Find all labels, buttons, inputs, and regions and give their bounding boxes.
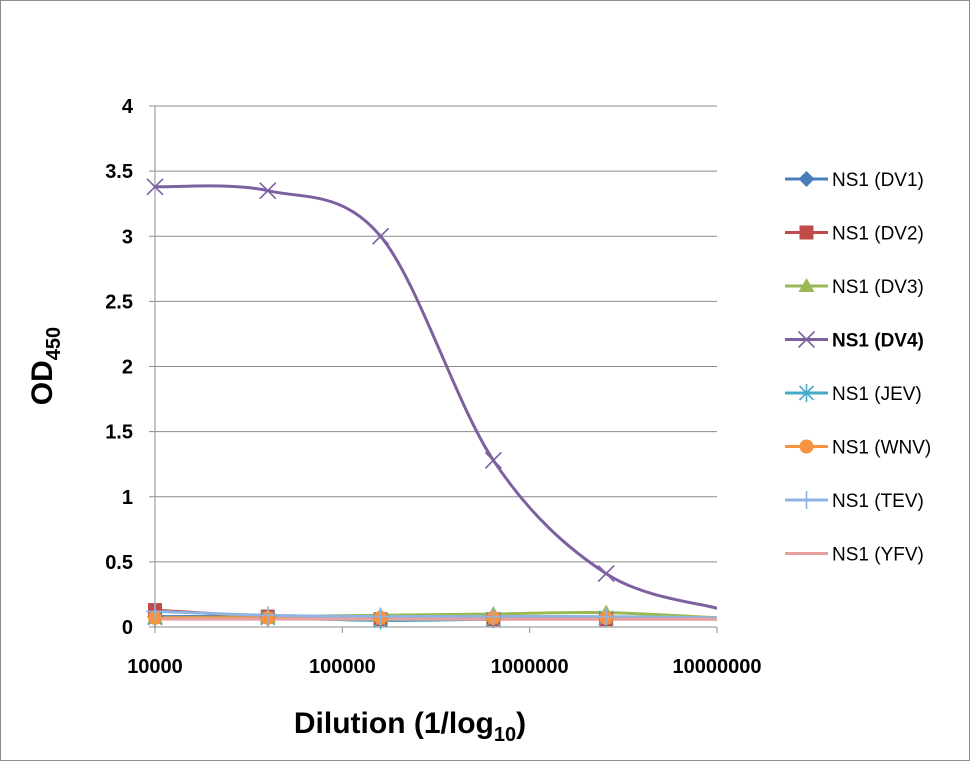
y-tick-label: 0.5 <box>105 552 133 574</box>
legend-marker <box>799 225 814 240</box>
data-point <box>259 182 277 200</box>
x-tick-label: 10000000 <box>673 656 762 678</box>
legend-marker <box>797 491 816 509</box>
series-line-3 <box>155 184 717 610</box>
legend-label: NS1 (JEV) <box>832 384 922 405</box>
data-point <box>372 227 390 245</box>
legend-marker <box>799 439 814 454</box>
y-tick-label: 2.5 <box>105 291 133 313</box>
legend-label: NS1 (TEV) <box>832 491 924 512</box>
legend-marker <box>797 330 816 349</box>
series-markers <box>146 178 616 630</box>
y-tick-label: 1 <box>122 487 133 509</box>
x-tick-label: 10000 <box>127 656 183 678</box>
legend-label: NS1 (DV2) <box>832 224 924 245</box>
legend-entry: NS1 (DV3) <box>785 277 924 298</box>
legend-entry: NS1 (DV2) <box>785 224 924 245</box>
y-tick-label: 2 <box>122 357 133 379</box>
legend: NS1 (DV1) NS1 (DV2) NS1 (DV3) NS1 (DV4) NS1 … <box>785 170 931 566</box>
legend-label: NS1 (WNV) <box>832 438 931 459</box>
x-tick-labels: 10000 100000 1000000 10000000 <box>127 656 761 678</box>
x-tick-label: 100000 <box>309 656 376 678</box>
data-point <box>597 607 616 626</box>
y-tick-labels: 0 0.5 1 1.5 2 2.5 3 3.5 4 <box>105 96 134 639</box>
y-axis-title: OD450 <box>26 327 65 405</box>
axes <box>149 105 718 633</box>
legend-label: NS1 (YFV) <box>832 545 924 566</box>
x-tick-label: 1000000 <box>491 656 569 678</box>
gridlines <box>155 105 717 563</box>
legend-marker <box>798 384 815 402</box>
series-line-6 <box>155 609 717 620</box>
legend-entry: NS1 (TEV) <box>785 491 924 512</box>
legend-marker <box>798 171 815 187</box>
legend-label: NS1 (DV4) <box>832 331 924 352</box>
data-point <box>258 606 277 625</box>
legend-marker <box>798 278 815 292</box>
data-point <box>146 178 164 196</box>
legend-label: NS1 (DV1) <box>832 170 924 191</box>
legend-label: NS1 (DV3) <box>832 277 924 298</box>
y-tick-label: 1.5 <box>105 422 133 444</box>
data-point <box>484 451 502 469</box>
legend-entry: NS1 (JEV) <box>785 384 922 405</box>
x-axis-title: Dilution (1/log10) <box>294 707 526 746</box>
legend-entry: NS1 (DV4) <box>785 331 924 352</box>
data-point <box>371 607 390 626</box>
legend-entry: NS1 (DV1) <box>785 170 924 191</box>
legend-entry: NS1 (YFV) <box>785 545 924 566</box>
legend-entry: NS1 (WNV) <box>785 438 931 459</box>
data-point <box>597 565 615 583</box>
y-tick-label: 3 <box>122 226 133 248</box>
y-tick-label: 3.5 <box>105 161 133 183</box>
y-tick-label: 0 <box>122 617 133 639</box>
series-lines <box>155 184 717 623</box>
data-point <box>146 602 164 621</box>
y-tick-label: 4 <box>122 96 134 118</box>
data-point <box>484 607 503 626</box>
